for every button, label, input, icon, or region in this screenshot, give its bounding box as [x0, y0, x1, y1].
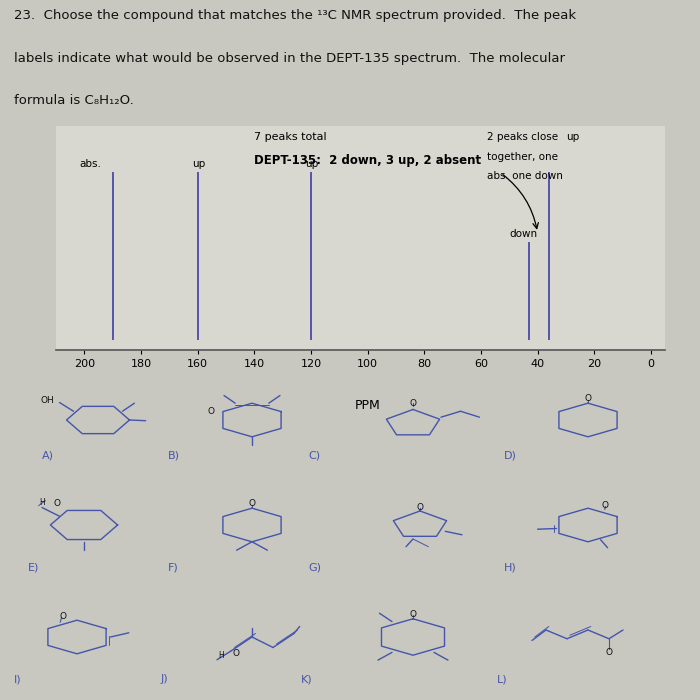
Text: PPM: PPM: [355, 399, 381, 412]
Text: O: O: [60, 612, 66, 621]
Text: E): E): [28, 562, 39, 572]
Text: up: up: [305, 159, 318, 169]
Text: O: O: [410, 399, 416, 407]
Text: A): A): [42, 450, 54, 460]
Text: G): G): [308, 562, 321, 572]
Text: C): C): [308, 450, 320, 460]
Text: formula is C₈H₁₂O.: formula is C₈H₁₂O.: [14, 94, 134, 107]
Text: I): I): [14, 674, 22, 684]
Text: labels indicate what would be observed in the DEPT-135 spectrum.  The molecular: labels indicate what would be observed i…: [14, 52, 565, 65]
Text: O: O: [208, 407, 215, 416]
Text: J): J): [161, 674, 169, 684]
Text: DEPT-135:  2 down, 3 up, 2 absent: DEPT-135: 2 down, 3 up, 2 absent: [254, 154, 482, 167]
Text: O: O: [416, 503, 424, 512]
Text: OH: OH: [41, 395, 55, 405]
Text: B): B): [168, 450, 180, 460]
Text: O: O: [602, 501, 609, 510]
Text: 23.  Choose the compound that matches the ¹³C NMR spectrum provided.  The peak: 23. Choose the compound that matches the…: [14, 9, 576, 22]
Text: 7 peaks total: 7 peaks total: [254, 132, 327, 142]
Text: H): H): [504, 562, 517, 572]
Text: O: O: [584, 395, 592, 403]
Text: abs.: abs.: [79, 159, 102, 169]
Text: up: up: [566, 132, 579, 142]
Text: together, one: together, one: [486, 152, 557, 162]
Text: D): D): [504, 450, 517, 460]
Text: F): F): [168, 562, 178, 572]
Text: K): K): [301, 674, 313, 684]
Text: H: H: [40, 498, 46, 507]
Text: L): L): [497, 674, 508, 684]
Text: O: O: [54, 499, 61, 508]
Text: O: O: [232, 650, 239, 658]
Text: O: O: [248, 500, 256, 508]
Text: 2 peaks close: 2 peaks close: [486, 132, 558, 142]
Text: down: down: [509, 229, 538, 239]
Text: O: O: [410, 610, 416, 619]
Text: up: up: [192, 159, 205, 169]
Text: O: O: [606, 648, 612, 657]
Text: H: H: [218, 651, 224, 659]
Text: abs. one down: abs. one down: [486, 171, 562, 181]
